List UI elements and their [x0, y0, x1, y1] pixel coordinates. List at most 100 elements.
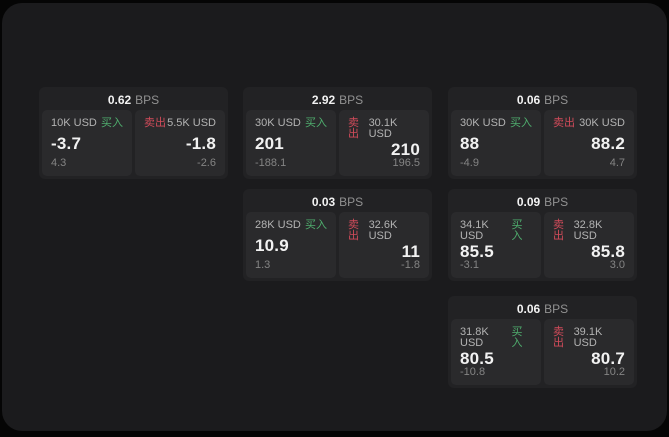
buy-amount: 31.8K USD — [460, 326, 489, 349]
buy-price: 88 — [460, 134, 480, 153]
sell-top-row: 卖出 30K USD — [553, 118, 625, 129]
quote-panels: 30K USD 买入 88 -4.9 卖出 30K USD 88.2 4.7 — [451, 110, 634, 176]
buy-top-row: 30K USD 买入 — [460, 118, 532, 129]
sell-price: 85.8 — [591, 241, 625, 261]
quote-card-4: 0.03 BPS 28K USD 买入 10.9 1.3 卖出 32.6K US… — [243, 189, 432, 281]
sell-panel[interactable]: 卖出 5.5K USD -1.8 -2.6 — [135, 110, 225, 176]
bps-header: 2.92 BPS — [246, 90, 429, 110]
bps-label: BPS — [339, 93, 364, 107]
bps-label: BPS — [135, 93, 160, 107]
sell-top-row: 卖出 39.1K USD — [553, 327, 625, 349]
buy-panel[interactable]: 30K USD 买入 88 -4.9 — [451, 110, 541, 176]
bps-header: 0.09 BPS — [451, 192, 634, 212]
buy-side-label: 买入 — [511, 219, 523, 242]
sell-side-label: 卖出 — [553, 326, 564, 349]
sell-price: 11 — [401, 241, 420, 261]
sell-sub-value: -1.8 — [401, 259, 420, 271]
buy-side-label: 买入 — [101, 117, 123, 129]
buy-sub-value: -4.9 — [460, 157, 479, 169]
bps-header: 0.06 BPS — [451, 299, 634, 319]
sell-top-row: 卖出 32.8K USD — [553, 220, 625, 242]
sell-amount: 30K USD — [579, 117, 625, 129]
bps-label: BPS — [339, 195, 364, 209]
sell-price: -1.8 — [185, 134, 216, 153]
buy-panel[interactable]: 10K USD 买入 -3.7 4.3 — [42, 110, 132, 176]
sell-panel[interactable]: 卖出 32.6K USD 11 -1.8 — [339, 212, 429, 278]
app-window: 0.62 BPS 10K USD 买入 -3.7 4.3 卖出 5.5K USD… — [2, 3, 667, 431]
sell-panel[interactable]: 卖出 30.1K USD 210 196.5 — [339, 110, 429, 176]
buy-amount: 10K USD — [51, 117, 97, 129]
buy-price: 10.9 — [255, 236, 289, 255]
buy-price: 80.5 — [460, 348, 494, 368]
buy-sub-value: 4.3 — [51, 157, 67, 169]
buy-amount: 34.1K USD — [460, 219, 489, 242]
bps-label: BPS — [544, 302, 569, 316]
sell-amount: 32.8K USD — [573, 219, 603, 242]
bps-value: 0.09 — [516, 195, 541, 209]
quote-card-3: 0.06 BPS 30K USD 买入 88 -4.9 卖出 30K USD 8… — [448, 87, 637, 179]
buy-side-label: 买入 — [510, 117, 532, 129]
sell-price: 80.7 — [591, 348, 625, 368]
bps-value: 0.06 — [516, 302, 541, 316]
buy-top-row: 34.1K USD 买入 — [460, 220, 532, 242]
buy-amount: 30K USD — [255, 117, 301, 129]
quote-panels: 34.1K USD 买入 85.5 -3.1 卖出 32.8K USD 85.8… — [451, 212, 634, 278]
quote-card-6: 0.06 BPS 31.8K USD 买入 80.5 -10.8 卖出 39.1… — [448, 296, 637, 388]
bps-value: 0.03 — [311, 195, 336, 209]
sell-amount: 5.5K USD — [167, 117, 216, 129]
buy-panel[interactable]: 30K USD 买入 201 -188.1 — [246, 110, 336, 176]
buy-amount: 30K USD — [460, 117, 506, 129]
buy-panel[interactable]: 28K USD 买入 10.9 1.3 — [246, 212, 336, 278]
buy-price: -3.7 — [51, 134, 82, 153]
buy-sub-value: -3.1 — [460, 259, 479, 271]
sell-side-label: 卖出 — [553, 117, 575, 129]
quote-panels: 28K USD 买入 10.9 1.3 卖出 32.6K USD 11 -1.8 — [246, 212, 429, 278]
sell-side-label: 卖出 — [348, 219, 359, 242]
quote-panels: 30K USD 买入 201 -188.1 卖出 30.1K USD 210 1… — [246, 110, 429, 176]
buy-sub-value: 1.3 — [255, 259, 271, 271]
bps-label: BPS — [544, 93, 569, 107]
buy-price: 85.5 — [460, 241, 494, 261]
bps-value: 0.06 — [516, 93, 541, 107]
bps-value: 0.62 — [107, 93, 132, 107]
sell-sub-value: 4.7 — [609, 157, 625, 169]
sell-sub-value: 196.5 — [392, 157, 420, 169]
sell-top-row: 卖出 32.6K USD — [348, 220, 420, 242]
bps-header: 0.03 BPS — [246, 192, 429, 212]
quote-card-2: 2.92 BPS 30K USD 买入 201 -188.1 卖出 30.1K … — [243, 87, 432, 179]
sell-side-label: 卖出 — [144, 117, 166, 129]
buy-side-label: 买入 — [305, 219, 327, 231]
bps-label: BPS — [544, 195, 569, 209]
buy-amount: 28K USD — [255, 219, 301, 231]
buy-top-row: 10K USD 买入 — [51, 118, 123, 129]
bps-header: 0.06 BPS — [451, 90, 634, 110]
sell-amount: 30.1K USD — [368, 117, 398, 140]
sell-top-row: 卖出 30.1K USD — [348, 118, 420, 140]
sell-price: 210 — [391, 139, 420, 159]
sell-panel[interactable]: 卖出 32.8K USD 85.8 3.0 — [544, 212, 634, 278]
sell-sub-value: -2.6 — [197, 157, 216, 169]
buy-panel[interactable]: 34.1K USD 买入 85.5 -3.1 — [451, 212, 541, 278]
buy-side-label: 买入 — [305, 117, 327, 129]
sell-panel[interactable]: 卖出 39.1K USD 80.7 10.2 — [544, 319, 634, 385]
quote-card-5: 0.09 BPS 34.1K USD 买入 85.5 -3.1 卖出 32.8K… — [448, 189, 637, 281]
sell-top-row: 卖出 5.5K USD — [144, 118, 216, 129]
quote-panels: 10K USD 买入 -3.7 4.3 卖出 5.5K USD -1.8 -2.… — [42, 110, 225, 176]
sell-sub-value: 10.2 — [603, 366, 625, 378]
bps-header: 0.62 BPS — [42, 90, 225, 110]
buy-top-row: 30K USD 买入 — [255, 118, 327, 129]
sell-price: 88.2 — [591, 134, 625, 153]
buy-side-label: 买入 — [511, 326, 523, 349]
quote-card-1: 0.62 BPS 10K USD 买入 -3.7 4.3 卖出 5.5K USD… — [39, 87, 228, 179]
buy-price: 201 — [255, 134, 284, 153]
sell-amount: 32.6K USD — [368, 219, 398, 242]
sell-panel[interactable]: 卖出 30K USD 88.2 4.7 — [544, 110, 634, 176]
sell-side-label: 卖出 — [553, 219, 564, 242]
buy-sub-value: -188.1 — [255, 157, 287, 169]
buy-top-row: 31.8K USD 买入 — [460, 327, 532, 349]
quote-panels: 31.8K USD 买入 80.5 -10.8 卖出 39.1K USD 80.… — [451, 319, 634, 385]
sell-amount: 39.1K USD — [573, 326, 603, 349]
sell-side-label: 卖出 — [348, 117, 359, 140]
buy-panel[interactable]: 31.8K USD 买入 80.5 -10.8 — [451, 319, 541, 385]
sell-sub-value: 3.0 — [609, 259, 625, 271]
